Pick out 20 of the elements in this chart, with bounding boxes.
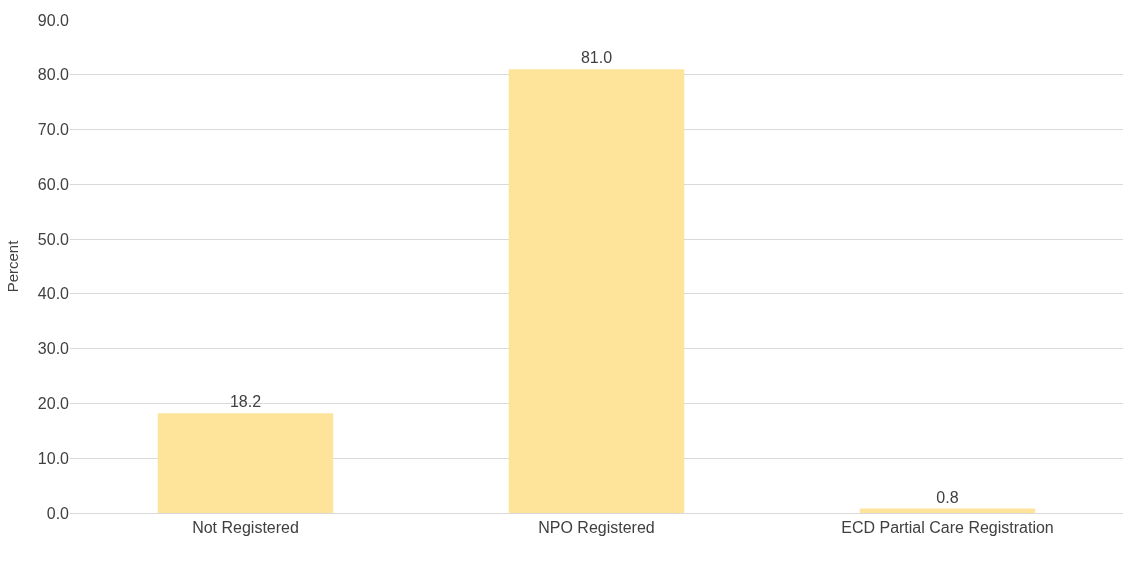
y-tick-label: 30.0 [37, 340, 70, 358]
y-tick-label: 10.0 [37, 449, 70, 467]
y-tick-label: 0.0 [46, 504, 70, 522]
x-tick-label: NPO Registered [538, 519, 655, 537]
bar [157, 413, 334, 513]
data-label: 0.8 [936, 488, 959, 506]
y-tick-label: 70.0 [37, 121, 70, 139]
data-label: 18.2 [229, 393, 262, 411]
x-tick-label: Not Registered [192, 519, 299, 537]
y-tick-label: 40.0 [37, 285, 70, 303]
y-tick-label: 80.0 [37, 66, 70, 84]
y-tick-label: 50.0 [37, 230, 70, 248]
y-axis-title: Percent [4, 239, 22, 293]
x-tick-label: ECD Partial Care Registration [841, 519, 1054, 537]
y-tick-label: 60.0 [37, 175, 70, 193]
bar [859, 508, 1036, 513]
y-tick-label: 90.0 [37, 11, 70, 29]
y-tick-label: 20.0 [37, 395, 70, 413]
data-label: 81.0 [580, 49, 613, 67]
bar [508, 69, 685, 513]
